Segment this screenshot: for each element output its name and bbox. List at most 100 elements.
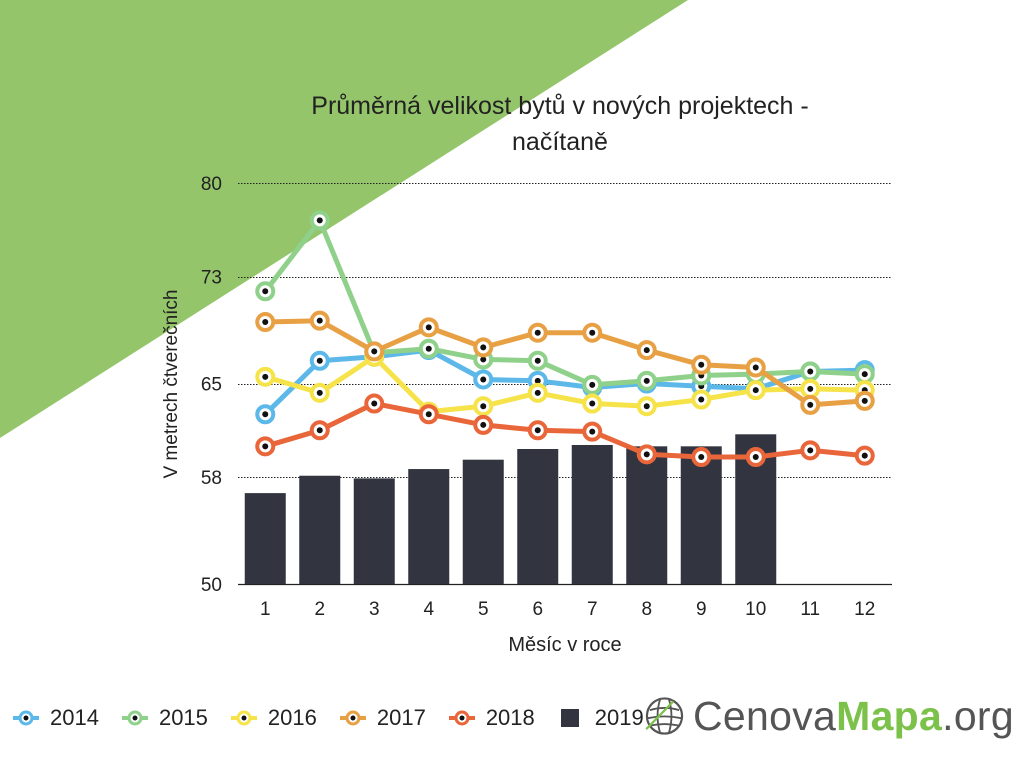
- data-point-center: [643, 347, 650, 354]
- x-tick-label: 3: [369, 599, 380, 620]
- y-tick-label: 50: [201, 575, 222, 596]
- legend-item-2014: 2014: [12, 705, 99, 731]
- data-point-center: [589, 381, 596, 388]
- data-point-center: [534, 427, 541, 434]
- bar: [462, 459, 504, 584]
- legend-swatch: [339, 710, 366, 726]
- data-point-center: [316, 389, 323, 396]
- logo-text-mapa: Mapa: [836, 692, 943, 739]
- logo-text-org: .org: [942, 692, 1014, 739]
- line-series-2015: [255, 210, 875, 395]
- data-point-center: [807, 447, 814, 454]
- chart-title-line1: Průměrná velikost bytů v nových projekte…: [311, 92, 809, 120]
- chart-title-line2: načítaně: [512, 128, 608, 156]
- data-point-center: [861, 397, 868, 404]
- data-point-center: [262, 288, 269, 295]
- data-point-center: [316, 427, 323, 434]
- bar: [299, 475, 341, 584]
- legend-swatch: [230, 710, 257, 726]
- legend-item-2019: 2019: [557, 705, 644, 731]
- data-point-center: [480, 344, 487, 351]
- data-point-center: [589, 400, 596, 407]
- y-tick-label: 58: [201, 468, 222, 489]
- data-point-center: [425, 411, 432, 418]
- legend-swatch: [121, 710, 148, 726]
- y-tick-label: 80: [201, 174, 222, 195]
- data-point-center: [425, 345, 432, 352]
- data-point-center: [807, 401, 814, 408]
- x-tick-label: 8: [641, 599, 652, 620]
- legend-swatch: [448, 710, 475, 726]
- legend-label: 2016: [267, 705, 317, 730]
- data-point-center: [262, 319, 269, 326]
- data-point-center: [698, 454, 705, 461]
- data-point-center: [371, 348, 378, 355]
- series-line: [262, 318, 868, 408]
- x-tick-label: 4: [423, 599, 434, 620]
- data-point-center: [589, 329, 596, 336]
- data-point-center: [480, 421, 487, 428]
- legend-label: 2017: [376, 705, 426, 730]
- legend-item-2017: 2017: [339, 705, 426, 731]
- data-point-center: [807, 385, 814, 392]
- x-tick-label: 7: [587, 599, 598, 620]
- bar: [517, 448, 559, 584]
- x-tick-label: 10: [745, 599, 766, 620]
- y-tick-label: 65: [201, 375, 222, 396]
- bar: [353, 478, 395, 584]
- legend-swatch: [560, 709, 579, 727]
- bar: [626, 446, 668, 584]
- x-tick-label: 9: [696, 599, 707, 620]
- x-axis-label: Měsíc v roce: [508, 634, 622, 656]
- logo-text-cenova: Cenova: [693, 692, 837, 739]
- x-tick-label: 2: [314, 599, 325, 620]
- data-point-center: [480, 403, 487, 410]
- globe-icon: [645, 697, 684, 735]
- data-point-center: [752, 454, 759, 461]
- bar: [244, 493, 286, 584]
- data-point-center: [698, 361, 705, 368]
- data-point-center: [262, 373, 269, 380]
- x-tick-label: 11: [800, 599, 820, 620]
- data-point-center: [643, 403, 650, 410]
- data-point-center: [262, 411, 269, 418]
- legend-item-2018: 2018: [448, 705, 535, 731]
- data-point-center: [861, 452, 868, 459]
- y-tick-label: 73: [201, 268, 222, 289]
- data-point-center: [534, 357, 541, 364]
- data-point-center: [534, 389, 541, 396]
- legend-item-2016: 2016: [230, 705, 317, 731]
- data-point-center: [316, 217, 323, 224]
- cenovamapa-logo: CenovaMapa.org: [644, 686, 1014, 746]
- legend-swatch: [13, 710, 39, 726]
- data-point-center: [262, 443, 269, 450]
- bar: [571, 444, 613, 584]
- data-point-center: [752, 364, 759, 371]
- data-point-center: [534, 329, 541, 336]
- data-point-center: [316, 317, 323, 324]
- data-point-center: [807, 368, 814, 375]
- data-point-center: [643, 451, 650, 458]
- data-point-center: [752, 387, 759, 394]
- line-series-2017: [255, 310, 875, 415]
- data-point-center: [480, 356, 487, 363]
- chart-legend: 2014 2015 2016 2017 2018 2019: [12, 700, 666, 736]
- data-point-center: [371, 400, 378, 407]
- legend-label: 2018: [485, 705, 535, 730]
- logo-wordmark: CenovaMapa.org: [693, 693, 1014, 740]
- green-corner-triangle: [0, 0, 688, 438]
- data-point-center: [425, 324, 432, 331]
- data-point-center: [589, 428, 596, 435]
- legend-label: 2019: [594, 705, 644, 730]
- legend-label: 2015: [158, 705, 208, 730]
- x-tick-label: 6: [532, 599, 543, 620]
- line-series-2018: [255, 393, 875, 468]
- data-point-center: [698, 396, 705, 403]
- bar: [680, 446, 722, 584]
- data-point-center: [534, 377, 541, 384]
- bar-series-2019: [244, 434, 777, 584]
- x-tick-label: 5: [478, 599, 489, 620]
- y-axis-label-text: V metrech čtverečních: [161, 289, 182, 479]
- data-point-center: [316, 357, 323, 364]
